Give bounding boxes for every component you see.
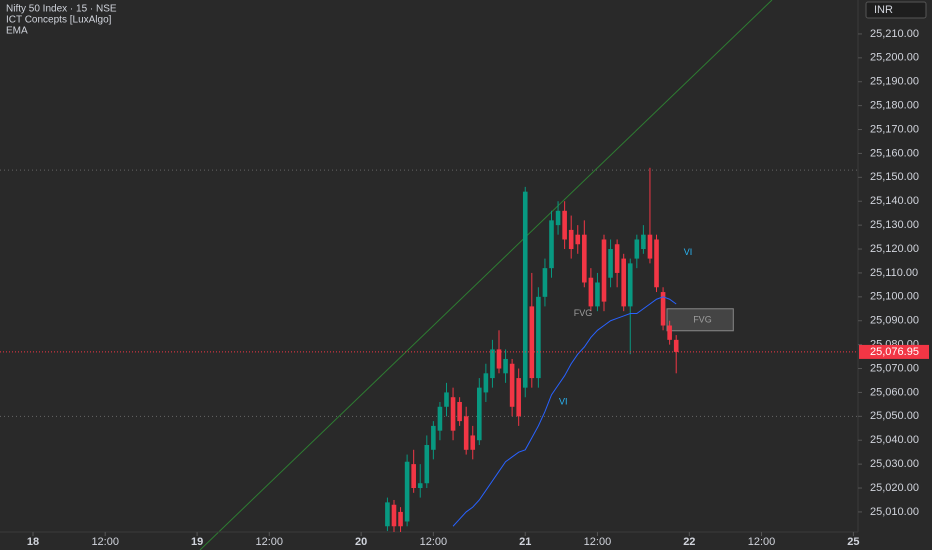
x-tick-label: 12:00 — [91, 536, 119, 548]
candle-body — [444, 392, 449, 407]
candle-body — [549, 220, 554, 269]
candle-body — [641, 234, 646, 250]
candle-body — [509, 363, 515, 407]
trend-line — [199, 0, 773, 550]
fvg-box — [666, 308, 734, 332]
candle-body — [483, 373, 489, 393]
y-tick-label: 25,070.00 — [870, 362, 919, 374]
annotation: VI — [559, 396, 568, 406]
candle-body — [621, 258, 626, 307]
candle-body — [562, 210, 567, 240]
x-tick-label: 12:00 — [256, 536, 284, 548]
candle-body — [490, 349, 495, 379]
candle-body — [575, 234, 581, 245]
candle-body — [582, 234, 587, 283]
currency-box[interactable] — [865, 1, 927, 19]
candle-body — [614, 244, 620, 273]
y-tick-label: 25,110.00 — [870, 267, 918, 279]
x-tick-label: 25 — [847, 536, 859, 548]
x-tick-label: 12:00 — [584, 536, 612, 548]
candle-body — [673, 339, 679, 352]
candle-body — [411, 464, 416, 489]
x-tick-label: 22 — [683, 536, 695, 548]
ema-line — [452, 296, 677, 527]
y-tick-label: 25,060.00 — [870, 386, 919, 398]
candle-body — [457, 401, 462, 422]
y-tick-label: 25,050.00 — [870, 410, 919, 422]
indicator-label: EMA — [6, 26, 28, 37]
candle-body — [385, 502, 390, 527]
y-tick-label: 25,090.00 — [870, 315, 919, 327]
last-price-label: 25,076.95 — [870, 346, 919, 358]
x-tick-label: 20 — [355, 536, 367, 548]
y-tick-label: 25,020.00 — [870, 482, 919, 494]
candle-body — [404, 461, 410, 522]
candle-body — [529, 306, 535, 379]
y-tick-label: 25,040.00 — [870, 434, 919, 446]
y-tick-label: 25,010.00 — [870, 506, 919, 518]
x-tick-label: 19 — [191, 536, 203, 548]
last-price-box — [859, 344, 929, 359]
candle-body — [503, 358, 508, 374]
y-tick-label: 25,150.00 — [870, 171, 919, 183]
x-tick-label: 12:00 — [748, 536, 776, 548]
chart-title: Nifty 50 Index · 15 · NSE — [6, 4, 117, 15]
x-tick-label: 18 — [27, 536, 39, 548]
candle-body — [516, 378, 521, 417]
candle-body — [477, 387, 482, 441]
y-tick-label: 25,120.00 — [870, 243, 919, 255]
annotation: VI — [684, 247, 693, 257]
candle-body — [667, 325, 672, 340]
x-tick-label: 21 — [519, 536, 531, 548]
candle-body — [608, 249, 613, 278]
y-tick-label: 25,030.00 — [870, 458, 919, 470]
candle-body — [601, 239, 607, 302]
y-tick-label: 25,180.00 — [870, 100, 919, 112]
candle-body — [647, 234, 653, 259]
currency-label[interactable]: INR — [874, 4, 893, 16]
candle-body — [398, 511, 403, 527]
x-tick-label: 12:00 — [420, 536, 448, 548]
candle-body — [424, 445, 430, 484]
candle-body — [463, 416, 469, 450]
candle-body — [627, 263, 633, 307]
y-tick-label: 25,210.00 — [870, 28, 919, 40]
candle-body — [568, 229, 574, 250]
candle-body — [437, 406, 443, 431]
y-tick-label: 25,190.00 — [870, 76, 919, 88]
y-tick-label: 25,170.00 — [870, 123, 919, 135]
candle-body — [536, 296, 541, 379]
candle-body — [470, 435, 476, 450]
candle-body — [417, 483, 423, 489]
candle-body — [431, 425, 436, 450]
y-tick-label: 25,160.00 — [870, 147, 919, 159]
candle-body — [660, 292, 666, 326]
y-tick-label: 25,100.00 — [870, 291, 919, 303]
candle-body — [654, 239, 659, 288]
annotation: FVG — [574, 308, 593, 318]
y-tick-label: 25,130.00 — [870, 219, 919, 231]
y-tick-label: 25,140.00 — [870, 195, 919, 207]
indicator-label: ICT Concepts [LuxAlgo] — [6, 15, 112, 26]
candle-body — [595, 282, 600, 307]
annotation: FVG — [693, 314, 712, 324]
candle-body — [634, 239, 640, 259]
candle-body — [555, 210, 561, 226]
candle-body — [391, 504, 397, 527]
candle-body — [542, 268, 548, 297]
plot-area: VI VI FVG FVG — [0, 167, 858, 532]
y-tick-label: 25,200.00 — [870, 52, 919, 64]
candle-body — [588, 277, 594, 307]
candle-body — [522, 191, 528, 388]
candle-body — [450, 397, 456, 431]
candle-body — [496, 349, 502, 369]
